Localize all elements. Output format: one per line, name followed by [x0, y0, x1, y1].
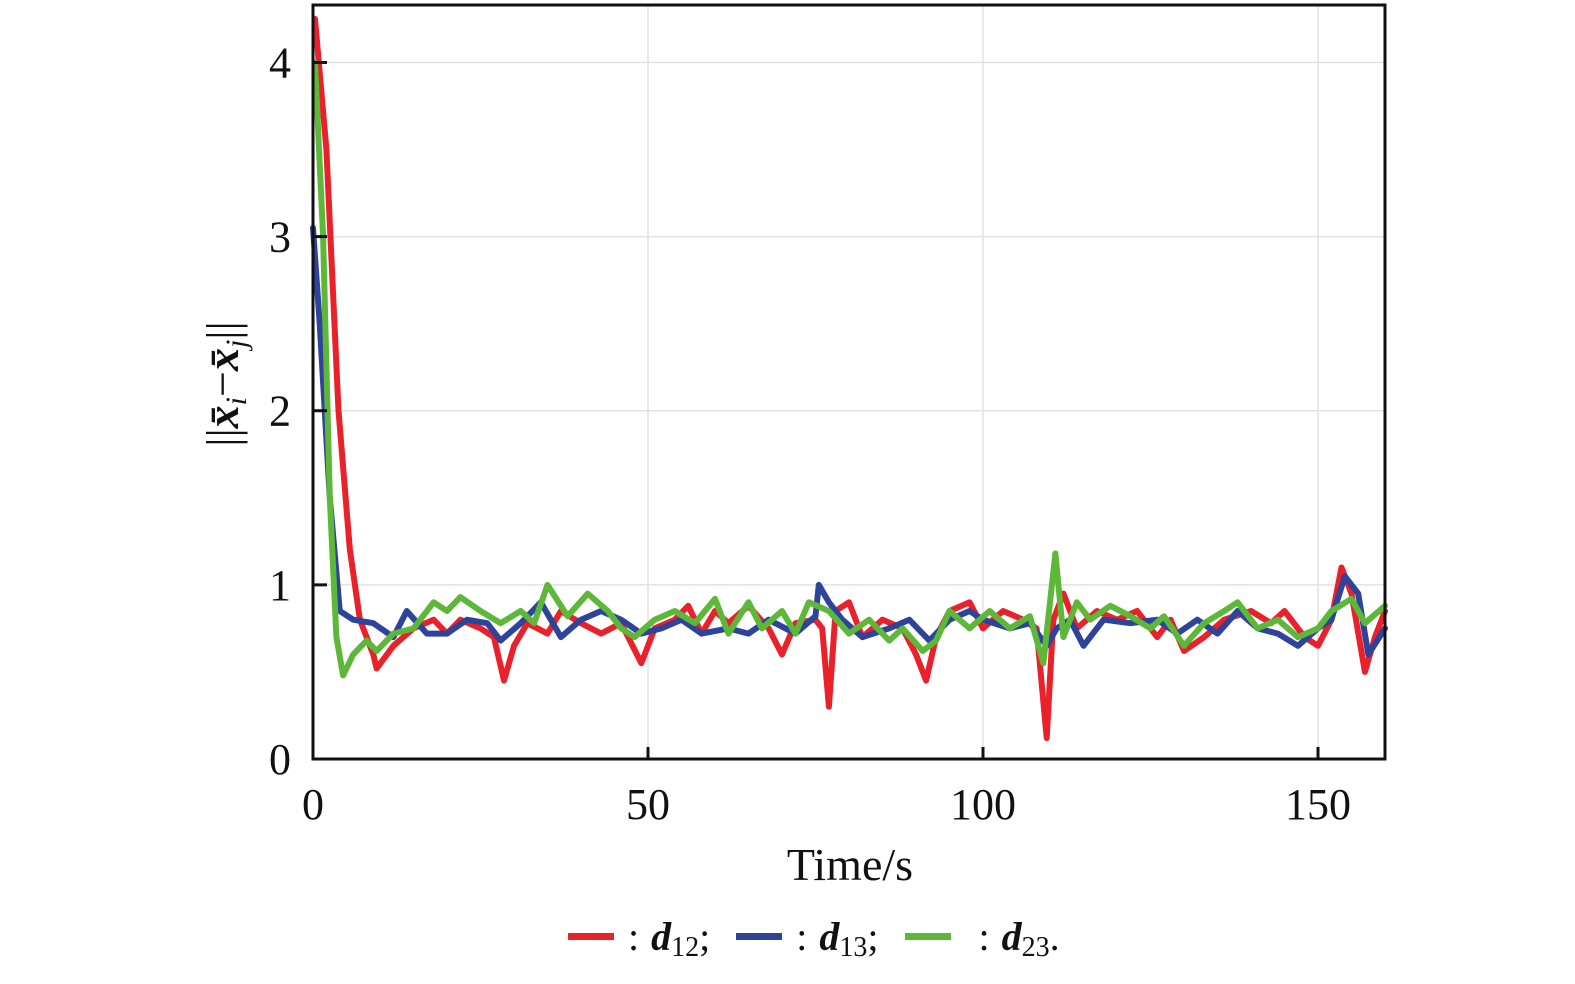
legend-sub: 12 [671, 932, 700, 963]
series-line-d23 [312, 59, 1388, 679]
y-axis-title: ||x̄i−x̄j|| [197, 321, 253, 446]
y-title-prefix: || [197, 428, 248, 446]
y-tick-label: 4 [269, 38, 291, 87]
axis-ticks: 0 50 100 150 0 1 2 3 4 [269, 38, 1351, 829]
legend-swatch-red [568, 932, 614, 940]
gridlines [313, 5, 1385, 759]
legend-colon: : [628, 913, 640, 959]
legend-item-d23: : d 23. [897, 913, 1060, 963]
y-tick-label: 1 [269, 561, 291, 610]
legend: : d 12; : d 13; : d 23. [560, 906, 1078, 966]
legend-label: d [819, 913, 840, 959]
y-title-sub-i: i [220, 397, 253, 405]
legend-item-d13: : d 13; [728, 913, 879, 963]
y-title-var-j: x̄ [197, 348, 248, 372]
legend-sep: ; [699, 913, 711, 959]
legend-label: d [651, 913, 672, 959]
x-tick-label: 50 [626, 780, 670, 829]
series-line-d13 [310, 224, 1388, 658]
legend-sep: ; [867, 913, 879, 959]
y-title-minus: − [197, 371, 248, 397]
x-tick-label: 100 [950, 780, 1016, 829]
x-axis-title: Time/s [787, 839, 913, 890]
y-tick-label: 3 [269, 213, 291, 262]
legend-colon: : [796, 913, 808, 959]
legend-sub: 13 [839, 932, 868, 963]
legend-sep: . [1049, 913, 1060, 959]
legend-item-d12: : d 12; [560, 913, 711, 963]
legend-swatch-green [904, 932, 951, 940]
y-title-suffix: || [197, 321, 248, 339]
legend-sub: 23 [1021, 932, 1050, 963]
y-tick-label: 2 [269, 387, 291, 436]
legend-swatch-blue [736, 932, 783, 940]
series-lines [310, 15, 1388, 742]
x-tick-label: 150 [1285, 780, 1351, 829]
y-title-var-i: x̄ [197, 405, 248, 429]
y-tick-label: 0 [269, 735, 291, 784]
legend-colon: : [978, 913, 990, 959]
y-title-sub-j: j [220, 340, 253, 352]
plot-frame [311, 3, 1387, 761]
legend-label: d [1001, 913, 1022, 959]
x-tick-label: 0 [302, 780, 324, 829]
